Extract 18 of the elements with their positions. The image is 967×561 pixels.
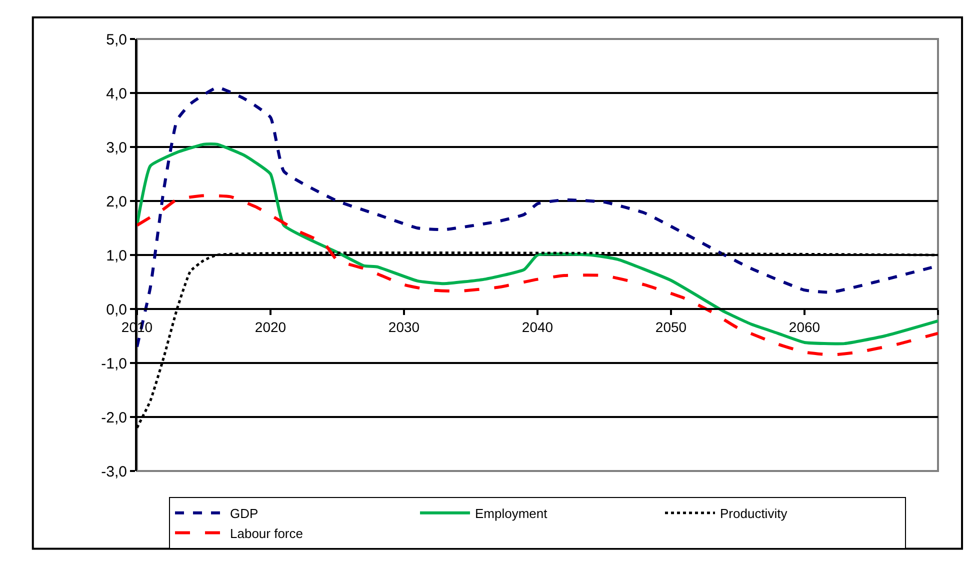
y-tick-label: 4,0	[106, 85, 127, 102]
y-tick-label: 1,0	[106, 247, 127, 264]
legend-label: GDP	[230, 506, 258, 521]
y-tick-label: 5,0	[106, 31, 127, 48]
x-tick-label: 2030	[388, 318, 420, 335]
x-tick-label: 2060	[788, 318, 820, 335]
y-tick-label: 3,0	[106, 139, 127, 156]
y-tick-label: 0,0	[106, 301, 127, 318]
legend-label: Labour force	[230, 526, 303, 541]
x-tick-label: 2040	[522, 318, 554, 335]
x-tick-label: 2050	[655, 318, 687, 335]
legend-label: Productivity	[720, 506, 788, 521]
y-tick-label: -1,0	[101, 355, 127, 372]
x-tick-label: 2020	[254, 318, 286, 335]
y-tick-label: -3,0	[101, 463, 127, 480]
legend-label: Employment	[475, 506, 548, 521]
y-tick-label: -2,0	[101, 409, 127, 426]
y-tick-label: 2,0	[106, 193, 127, 210]
